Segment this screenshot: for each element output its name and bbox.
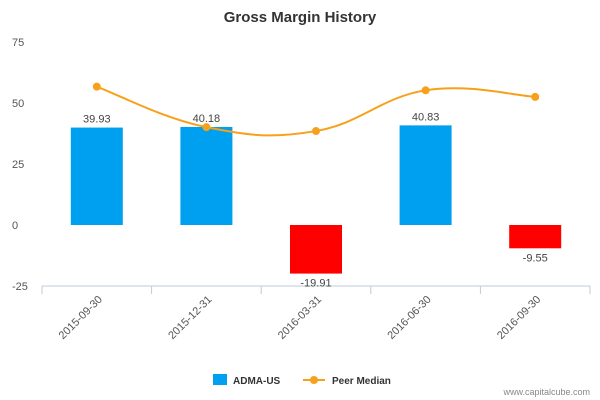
peer-median-point-2015-09-30[interactable] [92,82,101,91]
x-tick-label: 2016-06-30 [385,294,433,342]
bar-series [70,125,562,274]
bar-2016-03-31[interactable] [290,225,342,274]
peer-median-point-2016-06-30[interactable] [421,86,430,95]
bar-value-label: -19.91 [300,278,331,290]
bar-value-label: 39.93 [83,114,111,126]
y-tick-label: -25 [12,281,28,293]
legend-label-adma[interactable]: ADMA-US [233,376,281,387]
peer-median-point-2016-03-31[interactable] [312,127,320,136]
source-credit: www.capitalcube.com [502,387,590,397]
y-axis: 75 50 25 0 -25 [12,37,28,293]
bar-2016-06-30[interactable] [399,125,452,225]
y-tick-label: 50 [12,98,24,110]
peer-median-point-2016-09-30[interactable] [531,92,540,101]
legend: ADMA-US Peer Median [213,374,391,387]
chart-title: Gross Margin History [224,9,377,26]
x-tick-label: 2016-03-31 [276,294,324,342]
bar-2015-12-31[interactable] [180,126,233,225]
bar-data-labels: 39.93 40.18 -19.91 40.83 -9.55 [83,111,548,289]
line-series [92,82,540,137]
bar-value-label: 40.83 [412,111,440,123]
bar-2016-09-30[interactable] [509,225,562,249]
y-tick-label: 0 [12,220,18,232]
peer-median-point-2015-12-31[interactable] [202,123,211,132]
x-tick-label: 2016-09-30 [495,294,543,342]
legend-swatch-peer-dot [310,376,318,384]
x-tick-label: 2015-09-30 [57,294,105,342]
legend-label-peer[interactable]: Peer Median [332,376,391,387]
bar-value-label: 40.18 [193,113,221,125]
x-tick-label: 2015-12-31 [166,294,214,342]
y-tick-label: 25 [12,159,24,171]
legend-swatch-adma [213,374,227,385]
bar-2015-09-30[interactable] [70,127,123,225]
y-tick-label: 75 [12,37,24,49]
x-axis: 2015-09-30 2015-12-31 2016-03-31 2016-06-30… [41,285,591,342]
bar-value-label: -9.55 [523,252,548,264]
